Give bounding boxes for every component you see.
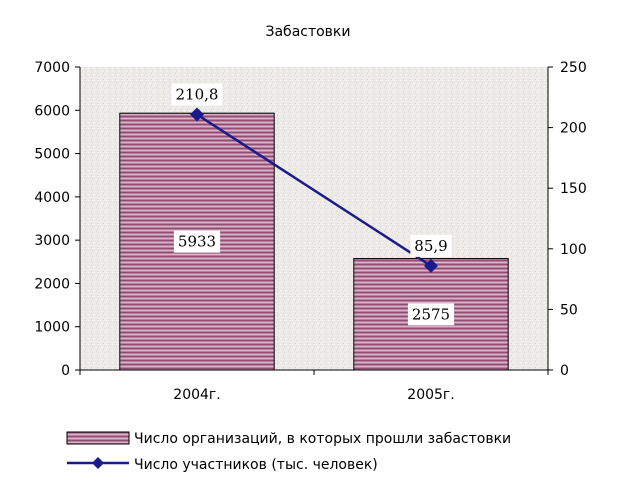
y-right-tick-label: 0: [560, 363, 569, 379]
y-right-tick-label: 200: [560, 121, 587, 137]
y-left-tick-label: 7000: [34, 60, 70, 76]
legend-bar-label: Число организаций, в которых прошли заба…: [134, 431, 511, 447]
x-tick-label: 2005г.: [407, 387, 454, 403]
y-left-tick-label: 4000: [34, 190, 70, 206]
y-right-tick-label: 50: [560, 302, 578, 318]
y-left-tick-label: 2000: [34, 276, 70, 292]
bar-value-label: 2575: [412, 305, 450, 323]
y-left-tick-label: 6000: [34, 103, 70, 119]
x-tick-label: 2004г.: [173, 387, 220, 403]
legend-line-label: Число участников (тыс. человек): [134, 457, 378, 473]
y-right-tick-label: 150: [560, 181, 587, 197]
legend: Число организаций, в которых прошли заба…: [66, 431, 511, 473]
line-point: [190, 107, 204, 122]
data-labels: 5933 2575 210,8 85,9: [171, 83, 455, 326]
chart-title: Забастовки: [266, 24, 351, 40]
line-value-label-background: [410, 234, 452, 257]
line-point: [424, 258, 438, 273]
line-value-label: 85,9: [414, 237, 447, 255]
bars: [119, 112, 509, 371]
y-right-tick-label: 250: [560, 60, 587, 76]
y-left-tick-label: 1000: [34, 320, 70, 336]
legend-line-marker: [92, 457, 104, 469]
line-path: [196, 113, 432, 267]
line-value-label: 210,8: [176, 86, 219, 104]
y-left-tick-label: 3000: [34, 233, 70, 249]
bar-value-label-background: [407, 303, 455, 326]
line-value-label-background: [171, 83, 223, 106]
y-left-tick-label: 5000: [34, 147, 70, 163]
legend-bar-swatch: [66, 431, 130, 445]
y-right-tick-label: 100: [560, 242, 587, 258]
bar-value-label: 5933: [178, 233, 216, 251]
bar-value-label-background: [173, 230, 221, 253]
line-series: [190, 107, 438, 273]
y-left-tick-label: 0: [61, 363, 70, 379]
